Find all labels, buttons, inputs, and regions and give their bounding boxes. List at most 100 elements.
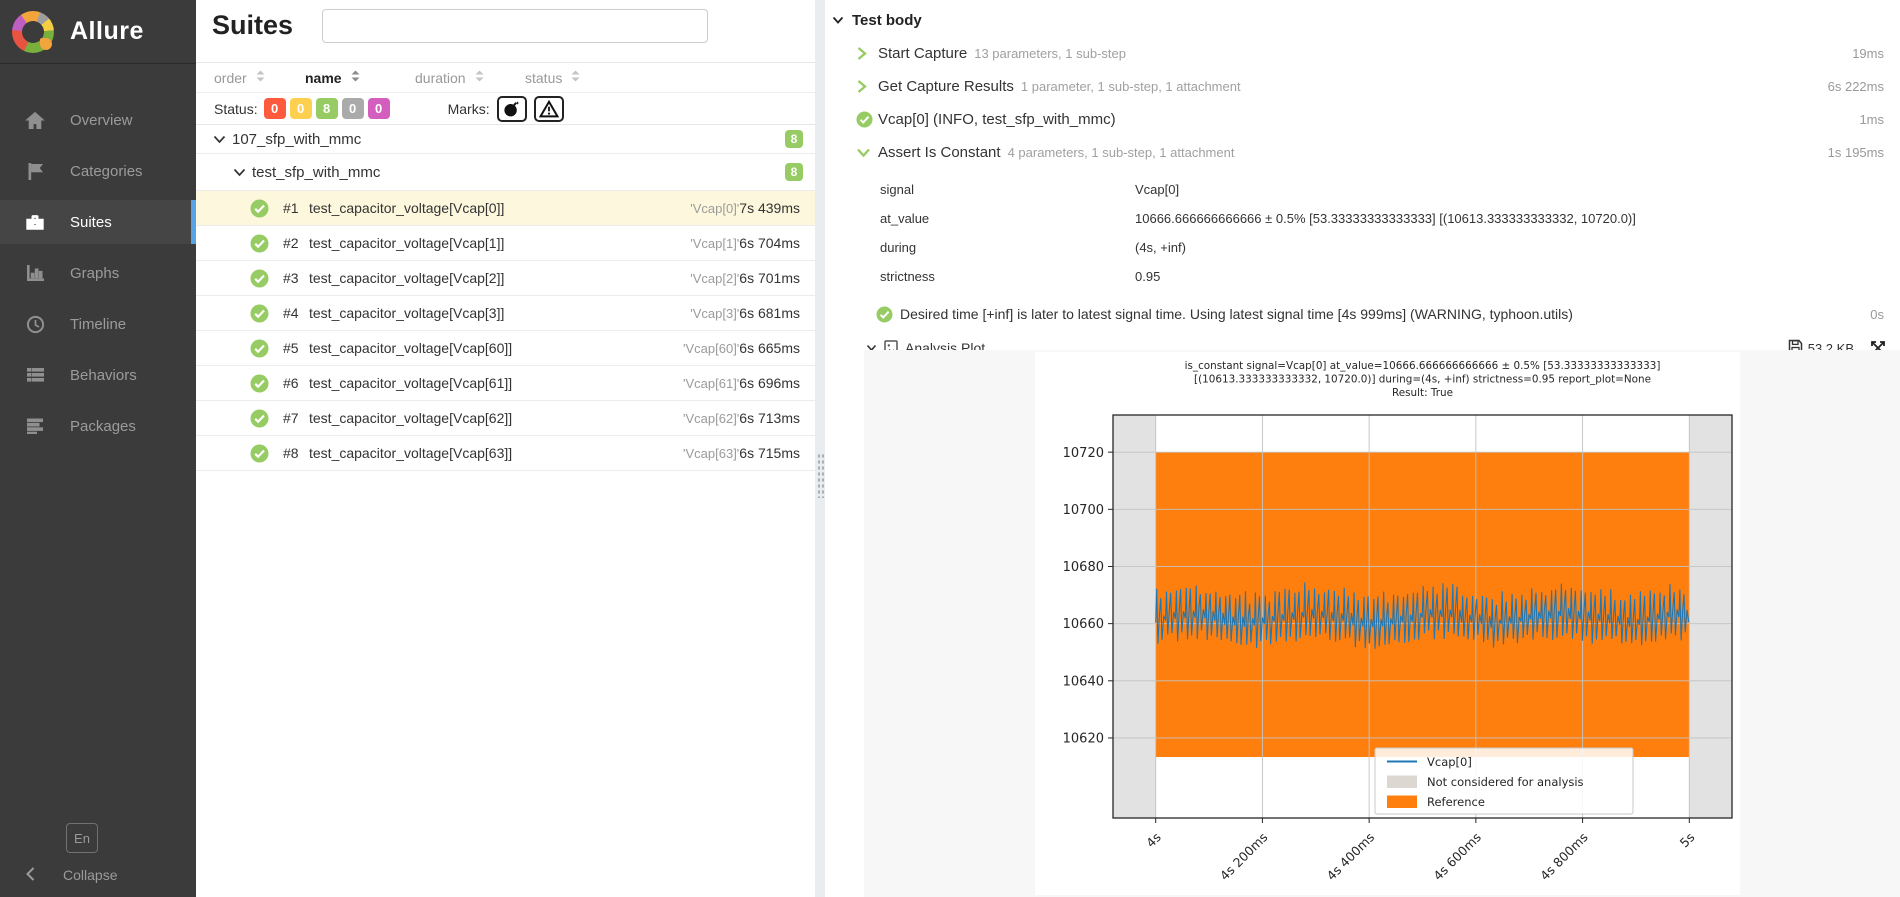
svg-text:10660: 10660 [1063,617,1104,632]
parameter-value: 0.95 [1135,269,1161,284]
column-duration[interactable]: duration [415,69,511,86]
warning-mark-button[interactable] [533,95,564,122]
test-order: #1 [283,200,299,216]
column-status[interactable]: status [525,69,615,86]
language-button[interactable]: En [66,823,98,853]
sidebar-item-label: Suites [70,213,112,231]
flaky-bomb-button[interactable] [496,95,527,122]
sort-icon [255,69,266,86]
sidebar-item-timeline[interactable]: Timeline [0,302,196,346]
status-filter-label: Status: [214,100,258,117]
parameter-name: signal [880,182,914,197]
analysis-plot-figure[interactable]: is_constant signal=Vcap[0] at_value=1066… [1035,352,1740,895]
status-badge-skipped[interactable]: 0 [341,98,364,119]
check-circle-icon [250,304,269,323]
parameter-row: signal Vcap[0] [880,175,1900,204]
bomb-icon [503,101,519,117]
chevron-down-icon [832,16,844,25]
group-name: test_sfp_with_mmc [252,163,381,181]
svg-text:10620: 10620 [1063,732,1104,747]
splitter-drag-handle[interactable] [816,452,824,498]
test-tag: 'Vcap[62]' [683,411,740,426]
svg-text:[(10613.333333333332, 10720.0): [(10613.333333333332, 10720.0)] during=(… [1194,373,1651,385]
check-circle-icon [856,111,874,128]
allure-logo-text: Allure [70,17,144,45]
suites-panel: Suites order name duration status Status… [196,0,972,897]
sort-icon [570,69,581,86]
column-label: status [525,69,563,86]
test-detail-panel: Test body Start Capture 13 parameters, 1… [825,0,1900,897]
step-row[interactable]: Assert Is Constant 4 parameters, 1 sub-s… [825,136,1900,169]
column-order[interactable]: order [214,69,305,86]
column-name[interactable]: name [305,69,399,86]
parameter-row: strictness 0.95 [880,262,1900,291]
test-row[interactable]: #4 test_capacitor_voltage[Vcap[3]] 'Vcap… [196,296,815,331]
section-title: Test body [852,12,922,29]
step-row[interactable]: Vcap[0] (INFO, test_sfp_with_mmc) 1ms [825,103,1900,136]
test-row[interactable]: #5 test_capacitor_voltage[Vcap[60]] 'Vca… [196,331,815,366]
group-passed-badge: 8 [785,130,803,148]
test-tag: 'Vcap[61]' [683,376,740,391]
step-duration: 6s 222ms [1827,79,1884,94]
check-circle-icon [250,234,269,253]
sidebar-item-label: Overview [70,111,133,129]
step-name: Start Capture [878,45,968,62]
column-label: duration [415,69,466,86]
chevron-down-icon [856,147,874,158]
sidebar-item-behaviors[interactable]: Behaviors [0,353,196,397]
status-badge-broken[interactable]: 0 [289,98,312,119]
parameter-row: at_value 10666.666666666666 ± 0.5% [53.3… [880,204,1900,233]
flag-icon [24,161,46,181]
test-row[interactable]: #1 test_capacitor_voltage[Vcap[0]] 'Vcap… [196,191,815,226]
test-name: test_capacitor_voltage[Vcap[60]] [309,340,513,356]
sidebar-item-graphs[interactable]: Graphs [0,251,196,295]
test-name: test_capacitor_voltage[Vcap[1]] [309,235,505,251]
test-row[interactable]: #2 test_capacitor_voltage[Vcap[1]] 'Vcap… [196,226,815,261]
test-name: test_capacitor_voltage[Vcap[0]] [309,200,505,216]
parameter-row: during (4s, +inf) [880,233,1900,262]
check-circle-icon [250,409,269,428]
sidebar-item-label: Graphs [70,264,120,282]
status-badge-passed[interactable]: 8 [315,98,338,119]
test-duration: 6s 681ms [739,305,800,321]
sidebar-nav: Overview Categories Suites Graphs Timeli… [0,98,196,455]
group-name: 107_sfp_with_mmc [232,130,362,148]
sidebar-item-categories[interactable]: Categories [0,149,196,193]
suites-tree: 107_sfp_with_mmc 8 test_sfp_with_mmc 8 #… [196,125,815,471]
test-duration: 6s 701ms [739,270,800,286]
step-row[interactable]: Get Capture Results 1 parameter, 1 sub-s… [825,70,1900,103]
svg-text:Vcap[0]: Vcap[0] [1427,755,1472,769]
test-row[interactable]: #6 test_capacitor_voltage[Vcap[61]] 'Vca… [196,366,815,401]
step-name: Get Capture Results [878,78,1014,95]
test-body-section[interactable]: Test body [825,0,1900,33]
align-lines-icon [24,416,46,436]
sidebar-item-suites[interactable]: Suites [0,200,196,244]
test-row[interactable]: #8 test_capacitor_voltage[Vcap[63]] 'Vca… [196,436,815,471]
step-row[interactable]: Start Capture 13 parameters, 1 sub-step … [825,37,1900,70]
column-label: order [214,69,247,86]
search-input[interactable] [322,9,708,43]
test-row[interactable]: #7 test_capacitor_voltage[Vcap[62]] 'Vca… [196,401,815,436]
collapse-button[interactable]: Collapse [0,861,196,889]
clock-icon [24,314,46,334]
tree-group-suite[interactable]: test_sfp_with_mmc 8 [196,154,815,191]
status-badge-unknown[interactable]: 0 [367,98,390,119]
parameters-table: signal Vcap[0] at_value 10666.6666666666… [880,175,1900,291]
sidebar-item-overview[interactable]: Overview [0,98,196,142]
sub-step-row[interactable]: Desired time [+inf] is later to latest s… [825,299,1900,329]
test-row[interactable]: #3 test_capacitor_voltage[Vcap[2]] 'Vcap… [196,261,815,296]
sidebar-item-packages[interactable]: Packages [0,404,196,448]
svg-text:10640: 10640 [1063,674,1104,689]
test-order: #5 [283,340,299,356]
panel-splitter[interactable] [815,0,825,897]
parameter-name: strictness [880,269,935,284]
svg-text:is_constant signal=Vcap[0] at_: is_constant signal=Vcap[0] at_value=1066… [1185,360,1661,372]
status-badge-failed[interactable]: 0 [263,98,286,119]
test-order: #7 [283,410,299,426]
check-circle-icon [250,444,269,463]
test-tag: 'Vcap[1]' [690,236,740,251]
step-duration: 19ms [1852,46,1884,61]
analysis-plot-svg: is_constant signal=Vcap[0] at_value=1066… [1035,352,1740,895]
tree-group-root[interactable]: 107_sfp_with_mmc 8 [196,125,815,154]
chevron-down-icon [233,168,246,177]
